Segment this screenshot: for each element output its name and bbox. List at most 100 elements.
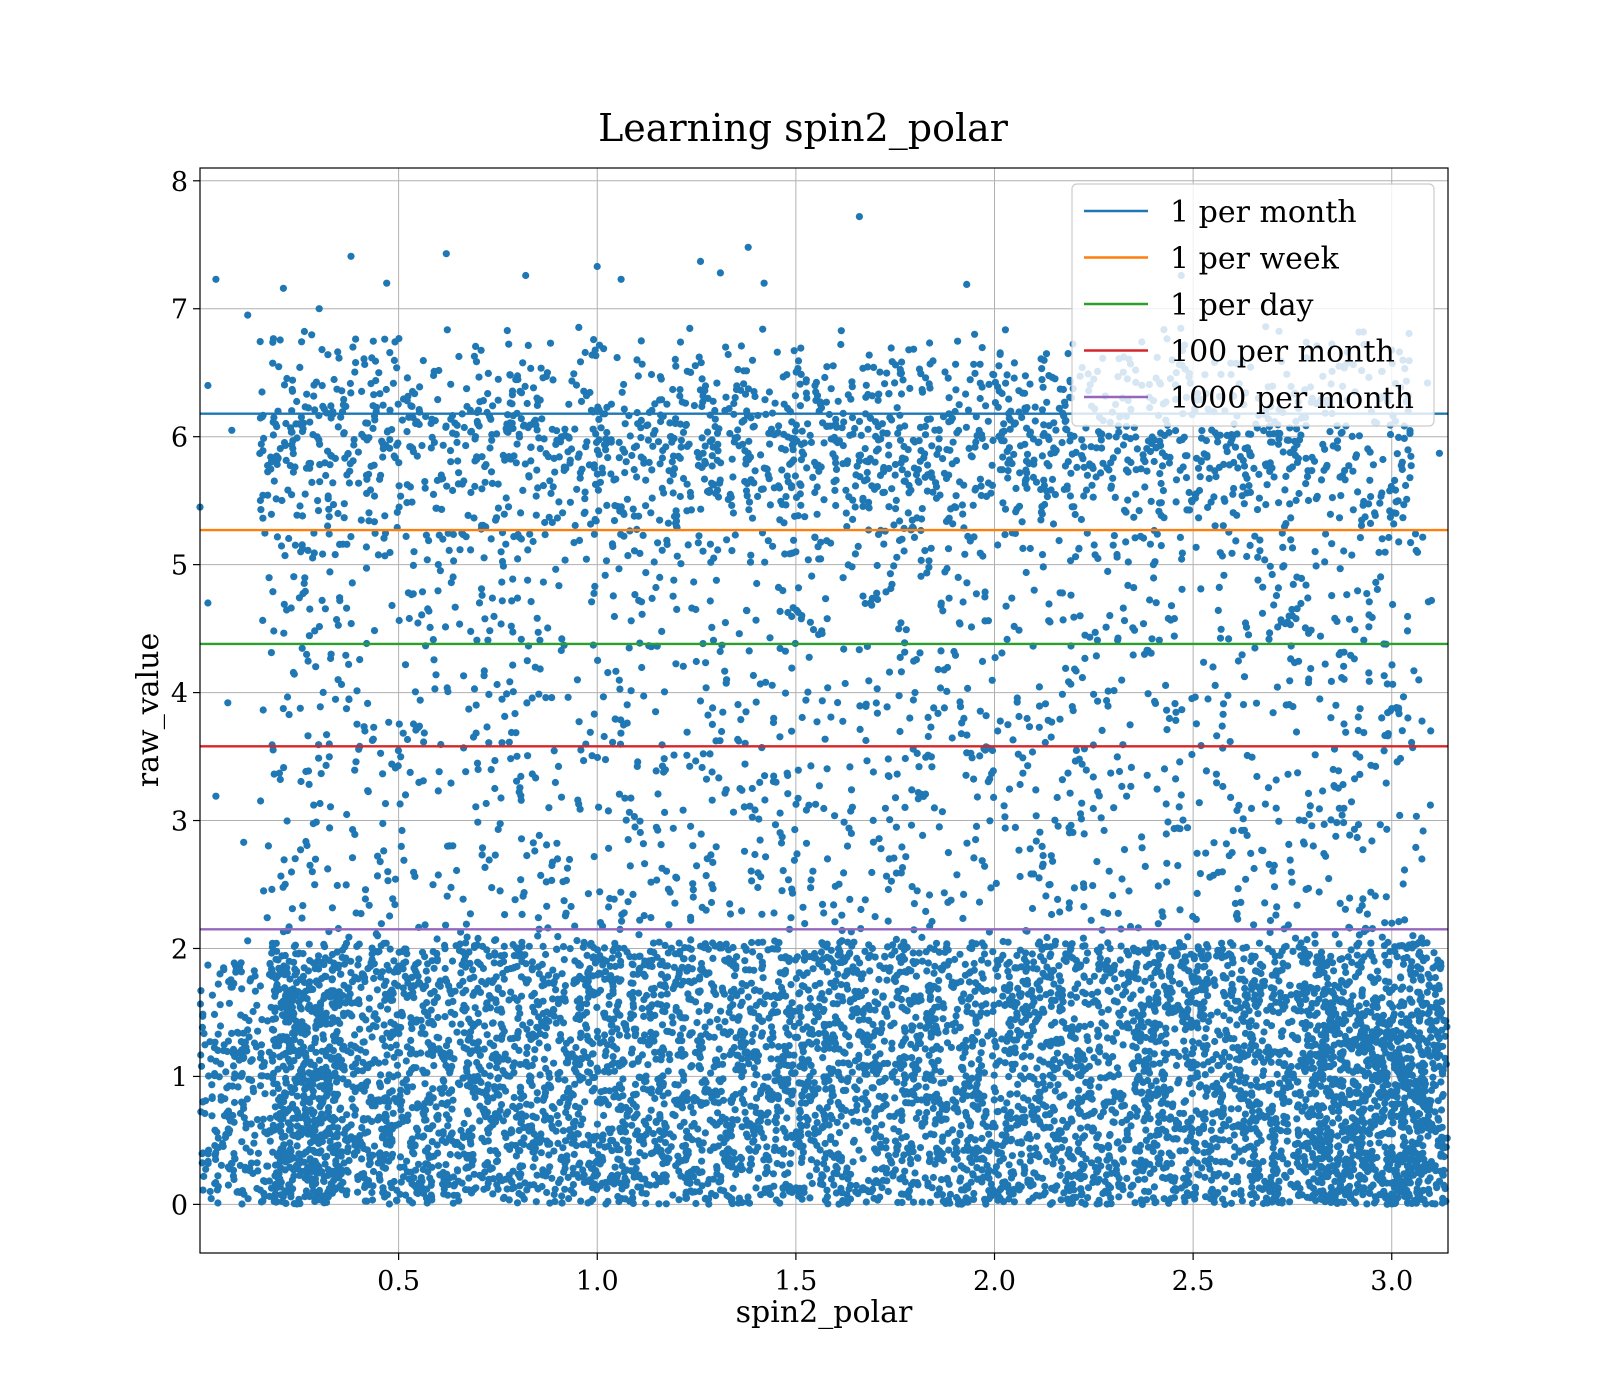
scatter-point	[859, 1155, 867, 1163]
scatter-point	[584, 1054, 592, 1062]
scatter-point	[553, 1112, 561, 1120]
scatter-point	[1335, 940, 1343, 948]
scatter-point	[764, 1073, 772, 1081]
scatter-point	[1245, 1102, 1253, 1110]
scatter-point	[1194, 1170, 1202, 1178]
scatter-point	[1363, 1200, 1371, 1208]
scatter-point	[793, 953, 802, 961]
scatter-point	[510, 1069, 518, 1077]
scatter-point	[1157, 1149, 1165, 1157]
scatter-point	[664, 1067, 672, 1075]
scatter-point	[354, 961, 362, 969]
scatter-point	[545, 1017, 553, 1025]
scatter-point	[1153, 943, 1161, 951]
scatter-point	[423, 1124, 431, 1133]
scatter-point	[496, 959, 504, 968]
scatter-point	[1205, 1017, 1213, 1026]
scatter-point	[806, 1172, 814, 1180]
scatter-point	[1186, 1133, 1194, 1141]
scatter-point	[962, 1043, 970, 1051]
scatter-point	[555, 1119, 563, 1127]
scatter-point	[852, 1095, 860, 1103]
scatter-point	[383, 1051, 391, 1059]
scatter-point	[555, 1179, 563, 1187]
scatter-point	[840, 1024, 848, 1032]
scatter-point	[539, 997, 547, 1005]
scatter-point	[315, 1056, 323, 1064]
scatter-point	[424, 976, 432, 984]
scatter-point	[792, 974, 801, 983]
scatter-point	[1131, 1159, 1139, 1167]
scatter-point	[333, 948, 341, 956]
scatter-point	[759, 974, 767, 982]
scatter-point	[1137, 986, 1145, 994]
scatter-point	[655, 938, 663, 946]
scatter-point	[864, 1176, 873, 1185]
scatter-point	[1283, 1120, 1291, 1128]
scatter-point	[456, 940, 464, 948]
scatter-point	[845, 1061, 854, 1069]
scatter-point	[1227, 1199, 1235, 1207]
scatter-point	[1237, 966, 1245, 975]
scatter-point	[1001, 1178, 1009, 1186]
scatter-point	[1134, 1176, 1142, 1184]
scatter-point	[430, 987, 438, 996]
scatter-point	[1389, 1119, 1397, 1127]
scatter-point	[967, 1178, 975, 1186]
scatter-point	[897, 958, 905, 967]
scatter-point	[685, 994, 694, 1003]
scatter-point	[1245, 1023, 1253, 1031]
scatter-point	[444, 1122, 452, 1130]
scatter-point	[1104, 939, 1112, 947]
scatter-point	[1077, 1175, 1085, 1183]
scatter-point	[614, 951, 623, 959]
scatter-point	[864, 1126, 872, 1134]
scatter-point	[894, 1141, 902, 1149]
scatter-point	[665, 1050, 673, 1058]
scatter-point	[942, 1115, 950, 1123]
scatter-point	[706, 1116, 714, 1124]
scatter-point	[1353, 951, 1361, 959]
scatter-point	[445, 1036, 453, 1044]
scatter-point	[1180, 1109, 1188, 1118]
scatter-point	[829, 1031, 837, 1039]
scatter-point	[713, 1165, 721, 1173]
scatter-point	[1299, 1049, 1307, 1057]
scatter-point	[957, 1122, 966, 1130]
scatter-point	[543, 1043, 552, 1051]
scatter-point	[353, 942, 361, 951]
scatter-point	[686, 1178, 694, 1186]
scatter-point	[1128, 1009, 1136, 1017]
scatter-point	[968, 1158, 976, 1166]
scatter-point	[1185, 1080, 1193, 1088]
scatter-point	[788, 999, 796, 1007]
scatter-point	[895, 1127, 903, 1136]
scatter-point	[1221, 1036, 1230, 1044]
scatter-point	[744, 993, 752, 1001]
scatter-point	[641, 957, 649, 965]
scatter-point	[787, 981, 795, 989]
scatter-point	[365, 994, 373, 1002]
scatter-point	[1366, 1139, 1374, 1148]
scatter-point	[821, 1154, 829, 1163]
scatter-point	[1241, 1110, 1249, 1118]
scatter-point	[1003, 1099, 1011, 1107]
scatter-point	[694, 1125, 702, 1133]
scatter-point	[1176, 980, 1184, 988]
scatter-point	[729, 1001, 737, 1009]
scatter-point	[1286, 1198, 1294, 1206]
scatter-point	[451, 1010, 459, 1019]
scatter-point	[594, 1033, 602, 1041]
scatter-point	[1263, 1019, 1271, 1027]
scatter-point	[849, 1158, 857, 1166]
scatter-point	[430, 1062, 438, 1070]
scatter-point	[1225, 1062, 1233, 1070]
scatter-point	[900, 1071, 909, 1079]
scatter-point	[874, 1196, 882, 1204]
scatter-point	[1252, 1076, 1260, 1084]
scatter-point	[909, 949, 917, 957]
scatter-point	[915, 949, 923, 957]
scatter-point	[758, 958, 766, 966]
scatter-point	[800, 1185, 808, 1193]
scatter-point	[390, 957, 398, 965]
